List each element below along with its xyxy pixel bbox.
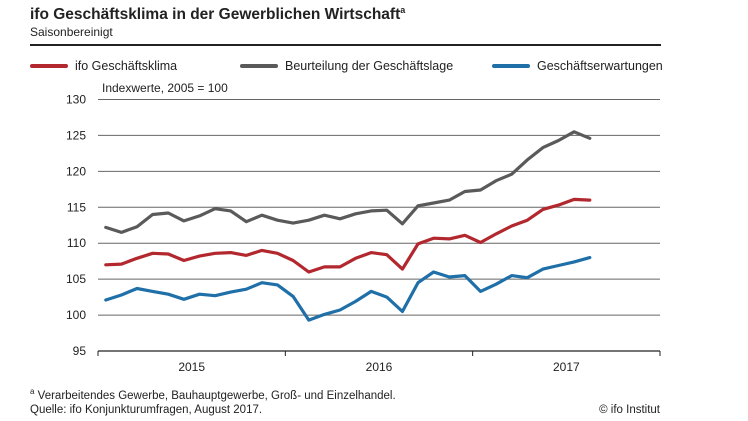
y-tick-label: 105: [66, 272, 86, 286]
series-line-1: [104, 130, 592, 234]
series-line-0: [104, 197, 592, 274]
legend-swatch: [30, 64, 68, 68]
copyright: © ifo Institut: [599, 404, 660, 416]
legend-item-geschaeftserwartungen: Geschäftserwartungen: [492, 59, 663, 73]
title-footnote-mark: a: [400, 5, 406, 15]
footnote: a Verarbeitendes Gewerbe, Bauhauptgewerb…: [30, 387, 396, 402]
legend-label: Beurteilung der Geschäftslage: [285, 59, 454, 73]
chart-title: ifo Geschäftsklima in der Gewerblichen W…: [30, 5, 405, 24]
y-tick-label: 130: [66, 93, 86, 107]
title-divider: [30, 44, 661, 46]
footnote-text: Verarbeitendes Gewerbe, Bauhauptgewerbe,…: [37, 389, 396, 402]
x-year-label: 2015: [178, 360, 205, 374]
y-tick-label: 110: [67, 236, 86, 250]
legend-label: Geschäftserwartungen: [537, 59, 663, 73]
y-tick-label: 120: [66, 164, 86, 178]
legend-item-geschaeftslage: Beurteilung der Geschäftslage: [240, 59, 453, 73]
footnote-mark: a: [30, 387, 35, 396]
source-note: Quelle: ifo Konjunkturumfragen, August 2…: [30, 404, 263, 416]
x-year-label: 2016: [366, 360, 393, 374]
legend-swatch: [240, 64, 278, 68]
series-line-2: [104, 256, 592, 322]
y-tick-label: 125: [66, 128, 86, 142]
legend-label: ifo Geschäftsklima: [75, 59, 178, 73]
x-year-label: 2017: [553, 360, 580, 374]
legend-item-geschaeftsklima: ifo Geschäftsklima: [30, 59, 177, 73]
y-tick-label: 115: [67, 200, 86, 214]
legend-swatch: [492, 64, 530, 68]
chart-subtitle: Saisonbereinigt: [30, 25, 113, 39]
chart-title-text: ifo Geschäftsklima in der Gewerblichen W…: [30, 6, 401, 24]
y-tick-label: 100: [66, 308, 86, 322]
unit-label: Indexwerte, 2005 = 100: [102, 81, 228, 95]
y-tick-label: 95: [73, 344, 87, 358]
